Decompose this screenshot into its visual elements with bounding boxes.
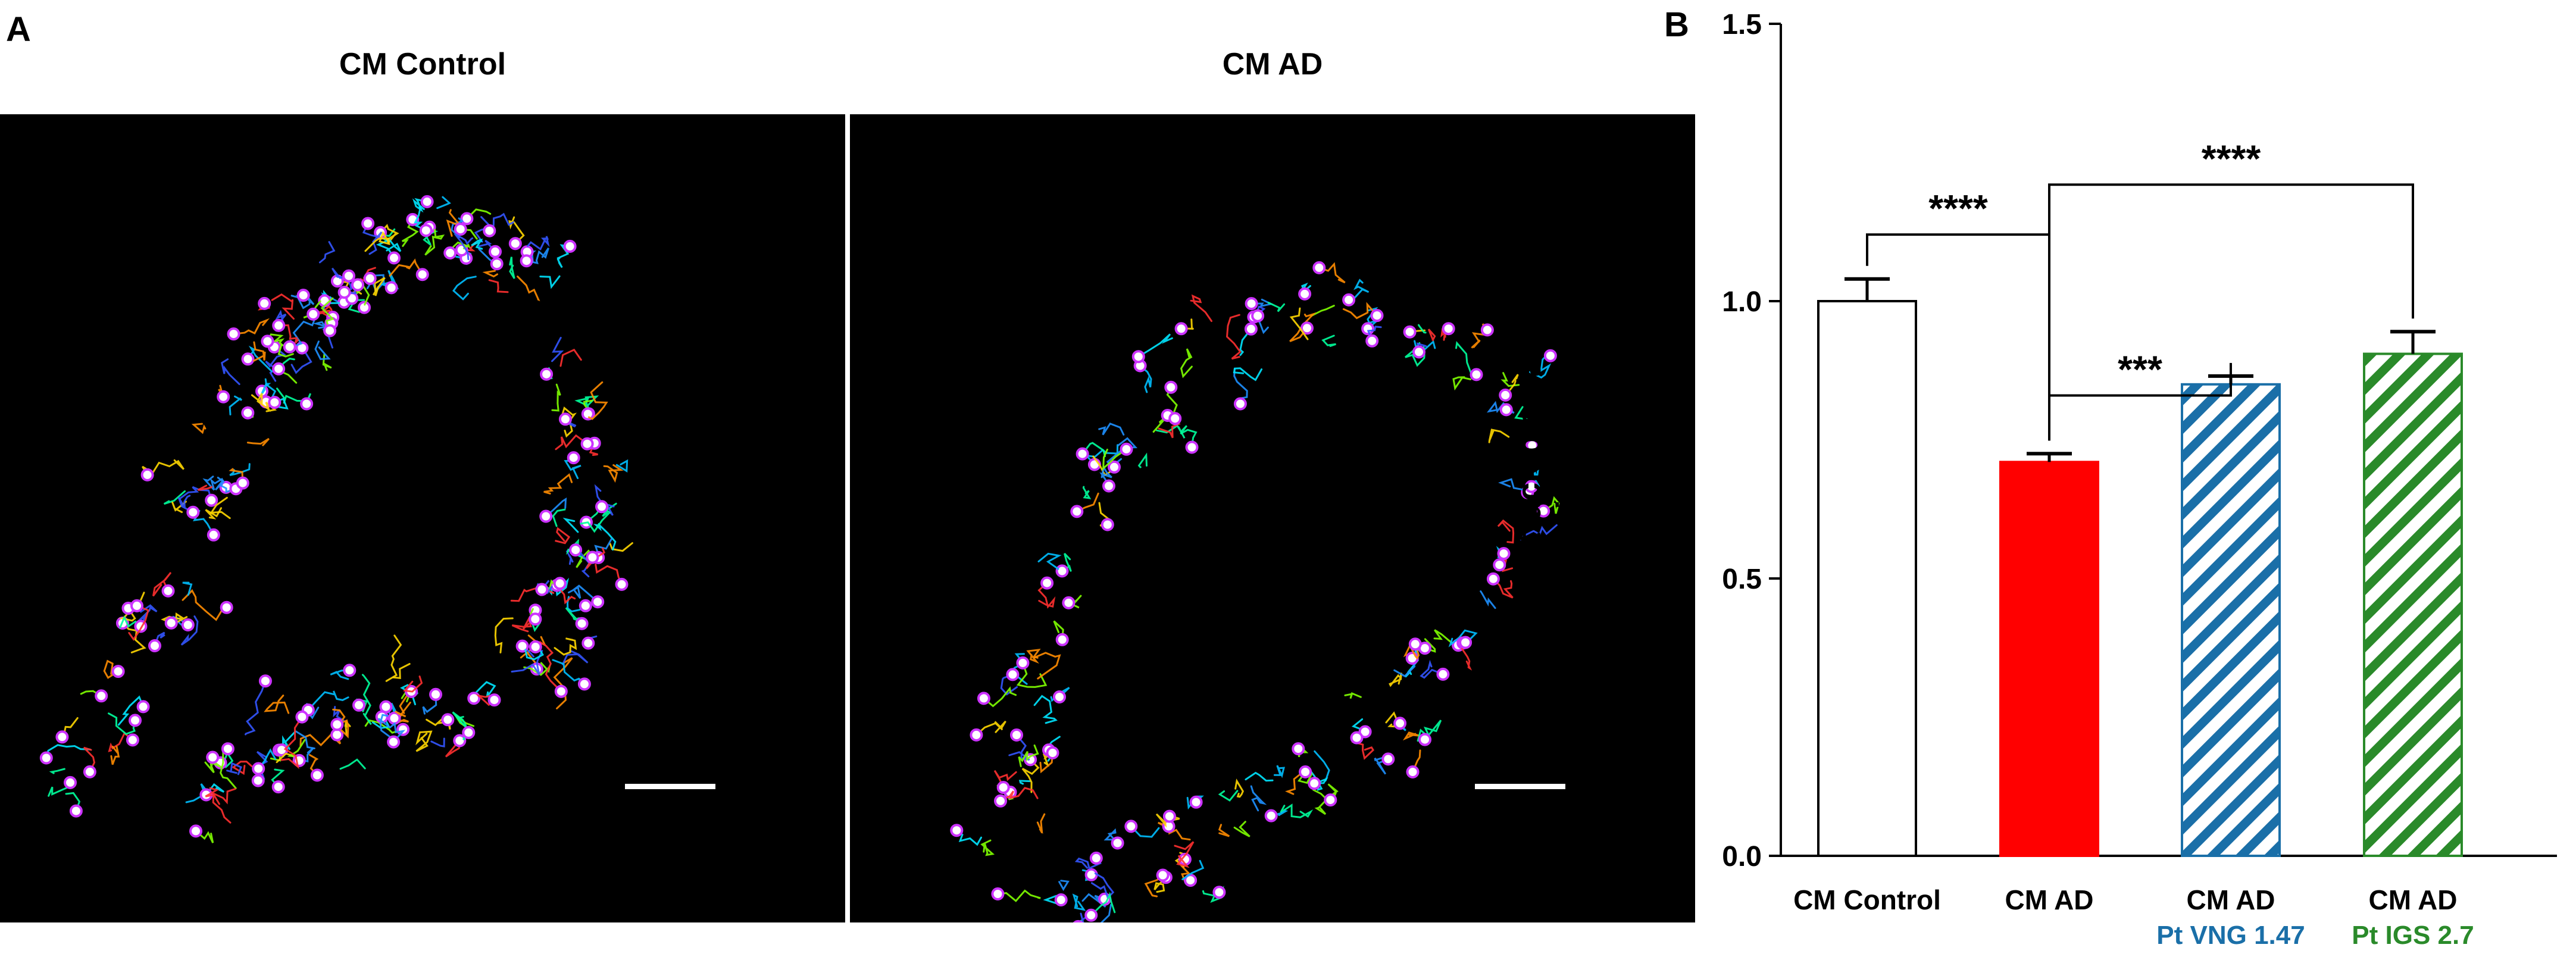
x-tick-label-0: CM Control [1793, 884, 1941, 915]
y-axis-label: Mean track displacement(relative to cont… [1510, 242, 1587, 638]
image-title-cm-ad: CM AD [1222, 47, 1323, 82]
significance-label-1: *** [2118, 348, 2162, 390]
significance-bracket-2 [2048, 183, 2414, 441]
y-tick-label: 0.0 [1722, 841, 1762, 872]
panel-label-b: B [1664, 5, 1689, 44]
panel-label-a: A [6, 10, 31, 49]
bar-0 [1817, 300, 1917, 857]
y-tick-label: 0.5 [1722, 564, 1762, 595]
scale-bar [1475, 784, 1565, 789]
y-tick-label: 1.5 [1722, 9, 1762, 40]
significance-label-0: **** [1928, 187, 1988, 230]
x-tick-label-3: CM AD [2368, 884, 2457, 915]
x-tick-label-2: CM AD [2186, 884, 2275, 915]
image-title-cm-control: CM Control [339, 47, 507, 82]
significance-label-2: **** [2202, 137, 2261, 180]
microscopy-image-cm-control [0, 114, 845, 922]
y-axis-label-line2: (relative to control) [1549, 289, 1587, 590]
x-tick-sublabel-3: Pt IGS 2.7 [2352, 921, 2474, 950]
bar-2 [2181, 383, 2281, 857]
x-tick-label-1: CM AD [2005, 884, 2093, 915]
particle-tracks [39, 195, 633, 843]
microscopy-image-cm-ad [850, 114, 1695, 922]
y-tick-label: 1.0 [1722, 286, 1762, 318]
x-tick-sublabel-2: Pt VNG 1.47 [2156, 921, 2305, 950]
scale-bar [625, 784, 715, 789]
bar-3 [2363, 352, 2463, 857]
particle-tracks [950, 261, 1560, 922]
bar-1 [1999, 461, 2099, 857]
y-axis-label-line1: Mean track displacement [1510, 242, 1548, 638]
